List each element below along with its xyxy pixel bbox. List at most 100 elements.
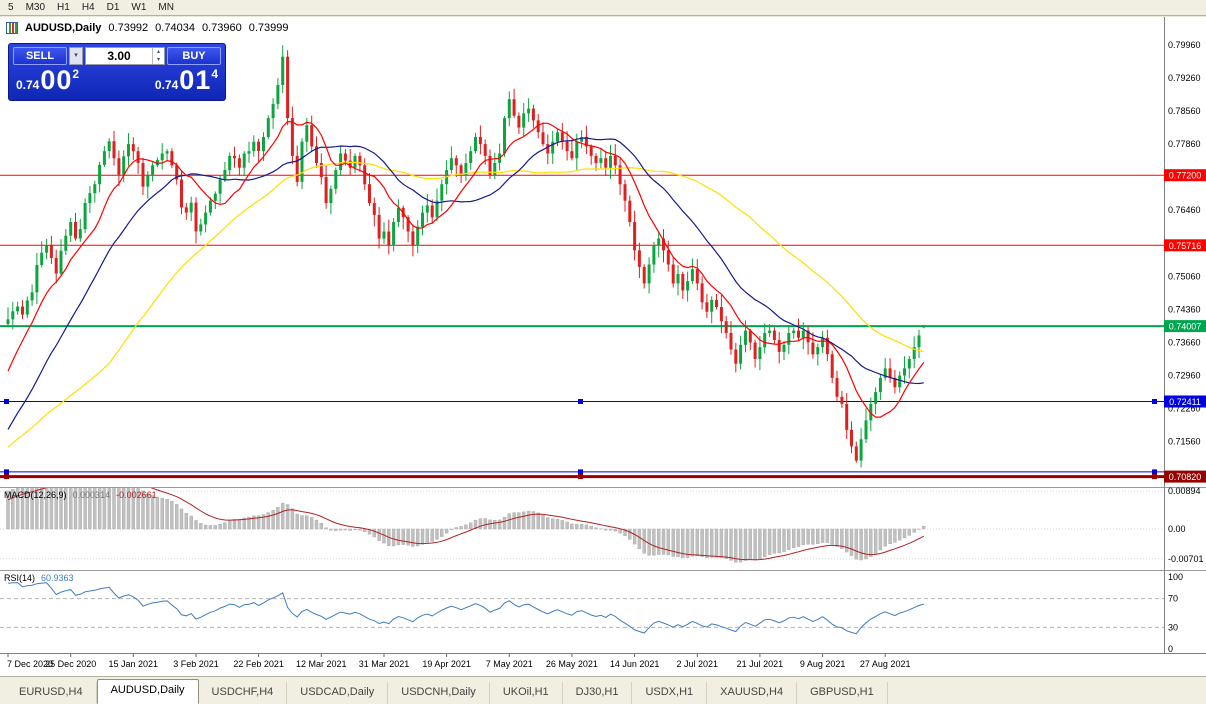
svg-text:31 Mar 2021: 31 Mar 2021 <box>359 659 410 669</box>
rsi-name: RSI(14) <box>4 573 36 583</box>
svg-text:26 May 2021: 26 May 2021 <box>546 659 598 669</box>
svg-text:0.00: 0.00 <box>1168 524 1186 534</box>
one-click-controls: SELL ▾ 3.00 ▴ ▾ BUY <box>9 44 225 65</box>
axis-price-label-0.74007: 0.74007 <box>1164 320 1206 333</box>
chart-canvas[interactable]: 0.79960 0.79260 0.78560 0.77860 0.76460 0.750… <box>0 17 1206 676</box>
svg-text:15 Jan 2021: 15 Jan 2021 <box>109 659 159 669</box>
chart-tab-eurusd-h4[interactable]: EURUSD,H4 <box>6 682 97 704</box>
svg-text:3 Feb 2021: 3 Feb 2021 <box>173 659 219 669</box>
svg-text:0.72260: 0.72260 <box>1168 404 1201 414</box>
volume-value: 3.00 <box>107 49 131 63</box>
chart-tab-xauusd-h4[interactable]: XAUUSD,H4 <box>707 682 798 704</box>
svg-text:0.79960: 0.79960 <box>1168 40 1201 50</box>
ma-24-line <box>7 137 924 430</box>
hline-handle[interactable] <box>1152 469 1157 475</box>
chart-tab-usdcad-daily[interactable]: USDCAD,Daily <box>287 682 389 704</box>
timeframe-button-H1[interactable]: H1 <box>57 1 70 13</box>
ohlc-low: 0.73960 <box>201 22 242 34</box>
svg-text:-0.00701: -0.00701 <box>1168 554 1204 564</box>
chart-tab-gbpusd-h1[interactable]: GBPUSD,H1 <box>797 682 888 704</box>
macd-main-value: 0.000314 <box>72 490 111 500</box>
chart-tab-usdx-h1[interactable]: USDX,H1 <box>632 682 708 704</box>
chart-tab-usdcnh-daily[interactable]: USDCNH,Daily <box>388 682 490 704</box>
ohlc-open: 0.73992 <box>108 22 149 34</box>
timeframe-button-D1[interactable]: D1 <box>106 1 120 13</box>
svg-text:0.00894: 0.00894 <box>1168 486 1201 496</box>
ohlc-close: 0.73999 <box>248 22 289 34</box>
rsi-line <box>7 582 924 635</box>
buy-price-digits: 01 <box>179 65 212 95</box>
timeframe-button-M30[interactable]: M30 <box>25 1 46 13</box>
axis-price-label-0.75716: 0.75716 <box>1164 239 1206 252</box>
sell-price[interactable]: 0.74 00 2 <box>16 66 79 95</box>
axis-price-label-0.77200: 0.77200 <box>1164 169 1206 182</box>
ma-10-line <box>7 120 925 418</box>
svg-text:27 Aug 2021: 27 Aug 2021 <box>860 659 911 669</box>
buy-button[interactable]: BUY <box>167 47 221 65</box>
hline-handle[interactable] <box>1152 399 1157 404</box>
hline-handle[interactable] <box>578 469 583 475</box>
macd-label: MACD(12,26,9) 0.000314 -0.002661 <box>4 490 157 500</box>
chevron-down-icon: ▾ <box>74 52 78 59</box>
one-click-prices: 0.74 00 2 0.74 01 4 <box>9 65 225 95</box>
level-lines <box>0 174 1164 480</box>
timeframe-button-5[interactable]: 5 <box>8 1 14 13</box>
svg-text:0.75060: 0.75060 <box>1168 271 1201 281</box>
svg-text:12 Mar 2021: 12 Mar 2021 <box>296 659 347 669</box>
svg-text:0.77860: 0.77860 <box>1168 139 1201 149</box>
volume-spinner[interactable]: ▴ ▾ <box>152 48 164 64</box>
svg-text:22 Feb 2021: 22 Feb 2021 <box>233 659 284 669</box>
buy-price-pip: 4 <box>211 67 218 81</box>
symbol-name: AUDUSD,Daily <box>25 22 102 34</box>
sell-button[interactable]: SELL <box>13 47 67 65</box>
chart-icon <box>6 22 18 34</box>
spinner-down-icon: ▾ <box>156 57 160 63</box>
timeframe-button-W1[interactable]: W1 <box>131 1 147 13</box>
axis-price-label-0.70820: 0.70820 <box>1164 470 1206 483</box>
axis-price-label-0.72411: 0.72411 <box>1164 395 1206 408</box>
hline-handle[interactable] <box>578 399 583 404</box>
timeframe-button-MN[interactable]: MN <box>158 1 174 13</box>
chart-tab-dj30-h1[interactable]: DJ30,H1 <box>563 682 633 704</box>
macd-signal-line <box>7 488 925 561</box>
svg-text:19 Apr 2021: 19 Apr 2021 <box>422 659 471 669</box>
volume-field[interactable]: 3.00 ▴ ▾ <box>85 47 165 65</box>
hline-handle[interactable] <box>4 469 9 475</box>
chart-tab-audusd-daily[interactable]: AUDUSD,Daily <box>96 679 199 704</box>
svg-text:14 Jun 2021: 14 Jun 2021 <box>610 659 660 669</box>
svg-text:100: 100 <box>1168 572 1183 582</box>
sell-price-digits: 00 <box>40 65 73 95</box>
svg-text:0.77200: 0.77200 <box>1169 171 1202 181</box>
svg-text:21 Jul 2021: 21 Jul 2021 <box>737 659 784 669</box>
chart-tab-ukoil-h1[interactable]: UKOil,H1 <box>490 682 563 704</box>
rsi-value: 60.9363 <box>41 573 74 583</box>
svg-text:7 May 2021: 7 May 2021 <box>486 659 533 669</box>
svg-text:0.76460: 0.76460 <box>1168 205 1201 215</box>
svg-text:0.71560: 0.71560 <box>1168 437 1201 447</box>
chart-tab-usdchf-h4[interactable]: USDCHF,H4 <box>199 682 288 704</box>
spinner-up-icon: ▴ <box>156 49 160 55</box>
svg-text:0.75716: 0.75716 <box>1169 241 1202 251</box>
hline-handle[interactable] <box>4 474 9 480</box>
svg-text:0.74007: 0.74007 <box>1169 322 1202 332</box>
buy-price[interactable]: 0.74 01 4 <box>155 66 218 95</box>
svg-text:0.72411: 0.72411 <box>1169 397 1201 407</box>
svg-text:25 Dec 2020: 25 Dec 2020 <box>45 659 96 669</box>
svg-text:0: 0 <box>1168 644 1173 654</box>
svg-text:30: 30 <box>1168 622 1178 632</box>
hline-handle[interactable] <box>578 474 583 480</box>
volume-dropdown-button[interactable]: ▾ <box>69 47 83 65</box>
hline-handle[interactable] <box>4 399 9 404</box>
rsi-label: RSI(14) 60.9363 <box>4 573 74 583</box>
timeframe-button-H4[interactable]: H4 <box>81 1 95 13</box>
sell-price-pip: 2 <box>72 67 80 81</box>
macd-signal-value: -0.002661 <box>116 490 157 500</box>
chart-header: AUDUSD,Daily 0.73992 0.74034 0.73960 0.7… <box>6 22 288 34</box>
sell-price-prefix: 0.74 <box>16 78 40 92</box>
svg-text:0.79260: 0.79260 <box>1168 73 1201 83</box>
hline-handle[interactable] <box>1152 474 1157 480</box>
svg-text:70: 70 <box>1168 594 1178 604</box>
svg-text:0.72960: 0.72960 <box>1168 371 1201 381</box>
macd-name: MACD(12,26,9) <box>4 490 67 500</box>
